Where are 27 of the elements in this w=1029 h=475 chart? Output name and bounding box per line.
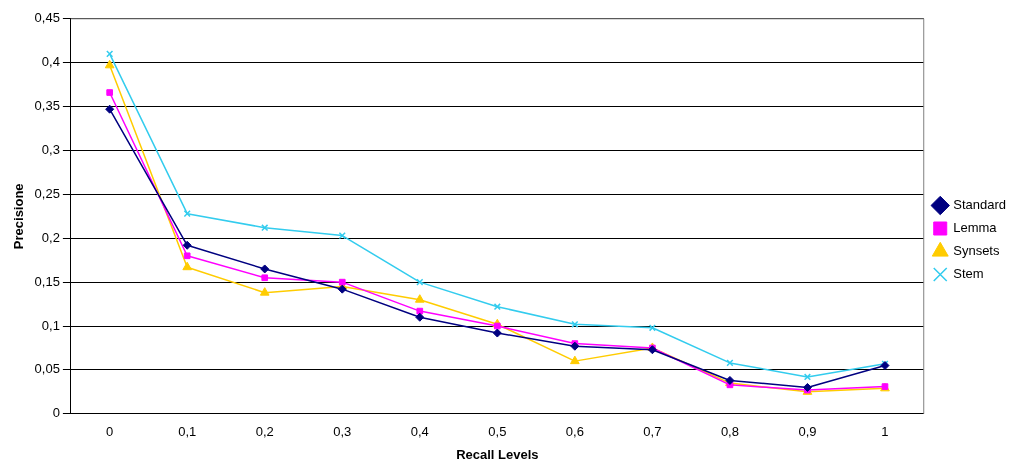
x-tick-label: 0,1 xyxy=(178,424,197,440)
x-tick-label: 0 xyxy=(106,424,114,440)
x-tick-label: 0,7 xyxy=(643,424,662,440)
y-tick-label: 0,35 xyxy=(34,98,60,114)
legend-label: Stem xyxy=(953,266,984,282)
x-tick-label: 0,3 xyxy=(333,424,352,440)
y-axis-title: Precisione xyxy=(11,183,27,250)
legend-label: Synsets xyxy=(953,243,1000,259)
x-tick-label: 0,5 xyxy=(488,424,507,440)
y-tick-label: 0,05 xyxy=(34,361,60,377)
x-tick-label: 1 xyxy=(881,424,889,440)
y-tick-label: 0,25 xyxy=(34,185,60,201)
x-tick-label: 0,4 xyxy=(410,424,429,440)
y-tick-label: 0,45 xyxy=(34,10,60,26)
x-tick-label: 0,9 xyxy=(798,424,817,440)
x-axis-title: Recall Levels xyxy=(456,446,539,462)
y-tick-label: 0 xyxy=(52,405,60,421)
x-tick-label: 0,8 xyxy=(720,424,739,440)
y-tick-label: 0,3 xyxy=(41,142,60,158)
y-tick-label: 0,4 xyxy=(41,54,60,70)
y-tick-label: 0,2 xyxy=(41,229,60,245)
legend-label: Standard xyxy=(953,197,1006,213)
y-tick-label: 0,1 xyxy=(41,317,60,333)
y-tick-label: 0,15 xyxy=(34,273,60,289)
legend-label: Lemma xyxy=(953,220,998,236)
x-tick-label: 0,6 xyxy=(565,424,584,440)
x-tick-label: 0,2 xyxy=(255,424,274,440)
